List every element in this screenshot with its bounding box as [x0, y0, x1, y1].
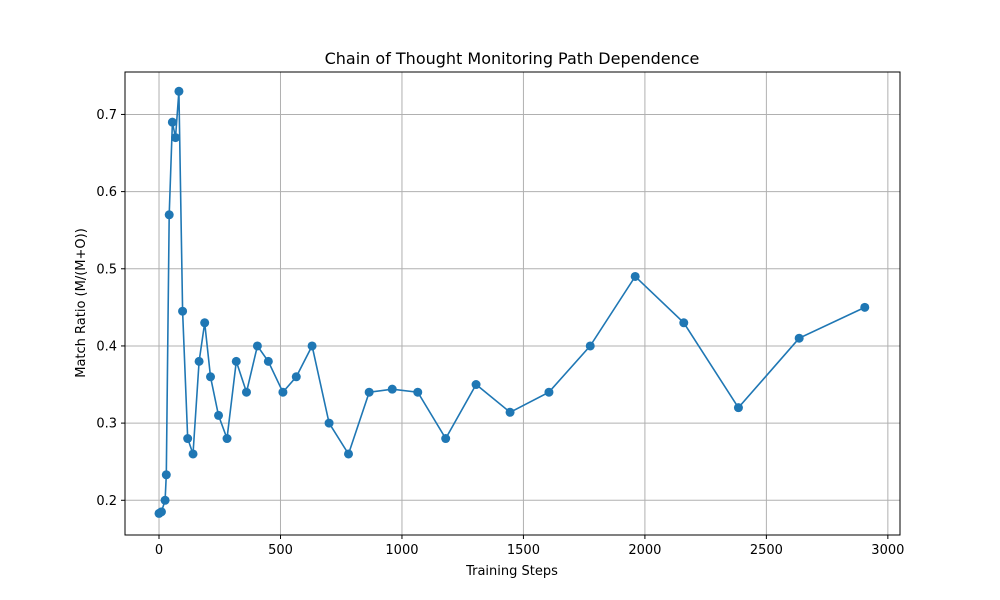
data-point	[307, 341, 317, 351]
x-tick-label: 2000	[628, 543, 661, 558]
data-point	[630, 271, 640, 281]
x-tick-label: 2500	[750, 543, 783, 558]
grid	[125, 72, 900, 535]
data-point	[387, 384, 397, 394]
y-tick-label: 0.7	[96, 108, 117, 123]
data-point	[263, 356, 273, 366]
x-tick-label: 500	[268, 543, 293, 558]
data-point	[344, 449, 354, 459]
data-point	[167, 117, 177, 127]
data-point	[733, 403, 743, 413]
y-axis-label: Match Ratio (M/(M+O))	[74, 228, 89, 378]
data-point	[544, 387, 554, 397]
data-point	[194, 356, 204, 366]
data-point	[679, 318, 689, 328]
data-point	[188, 449, 198, 459]
y-tick-label: 0.2	[96, 494, 117, 509]
data-point	[278, 387, 288, 397]
data-point	[860, 302, 870, 312]
x-tick-label: 1500	[507, 543, 540, 558]
data-point	[183, 434, 193, 444]
data-point	[161, 470, 171, 480]
plot-frame	[124, 71, 901, 536]
data-point	[200, 318, 210, 328]
y-axis-ticks: 0.2 0.3 0.4 0.5 0.6 0.7	[96, 108, 125, 509]
data-point	[231, 356, 241, 366]
data-series	[154, 86, 870, 518]
data-point	[324, 418, 334, 428]
data-point	[164, 210, 174, 220]
data-point	[214, 410, 224, 420]
x-axis-label: Training Steps	[465, 564, 558, 579]
data-point	[364, 387, 374, 397]
x-tick-label: 1000	[385, 543, 418, 558]
chart-title: Chain of Thought Monitoring Path Depende…	[325, 49, 700, 68]
plot-background	[125, 72, 900, 535]
data-point	[156, 507, 166, 517]
y-tick-label: 0.4	[96, 339, 117, 354]
data-point	[413, 387, 423, 397]
data-point	[241, 387, 251, 397]
x-axis-ticks: 0 500 1000 1500 2000 2500 3000	[155, 535, 904, 558]
data-point	[291, 372, 301, 382]
data-point	[206, 372, 216, 382]
data-point	[178, 306, 188, 316]
data-point	[441, 434, 451, 444]
data-point	[222, 434, 232, 444]
data-point	[585, 341, 595, 351]
y-tick-label: 0.6	[96, 185, 117, 200]
data-point	[471, 380, 481, 390]
data-point	[171, 133, 181, 143]
data-point	[252, 341, 262, 351]
data-point	[160, 495, 170, 505]
data-point	[174, 86, 184, 96]
x-tick-label: 3000	[871, 543, 904, 558]
x-tick-label: 0	[155, 543, 163, 558]
data-point	[794, 333, 804, 343]
y-tick-label: 0.3	[96, 417, 117, 432]
y-tick-label: 0.5	[96, 262, 117, 277]
data-point	[505, 407, 515, 417]
series-line	[158, 91, 866, 515]
